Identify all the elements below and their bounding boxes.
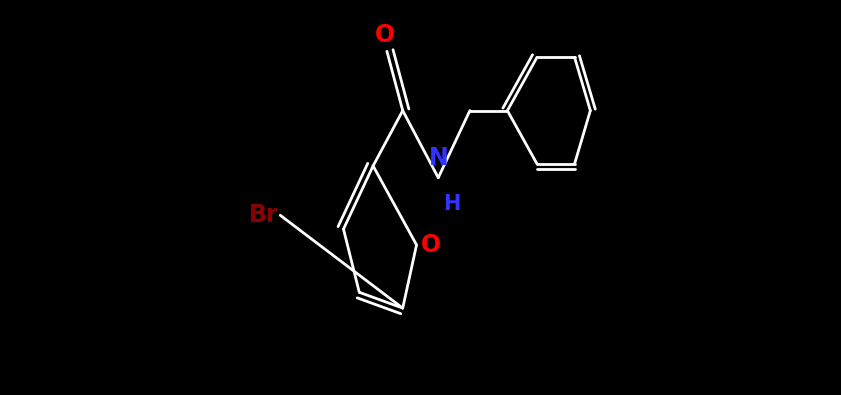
Text: N: N — [428, 146, 448, 170]
Text: O: O — [420, 233, 441, 257]
Text: Br: Br — [249, 203, 278, 227]
Text: O: O — [375, 23, 395, 47]
Text: H: H — [443, 194, 460, 214]
